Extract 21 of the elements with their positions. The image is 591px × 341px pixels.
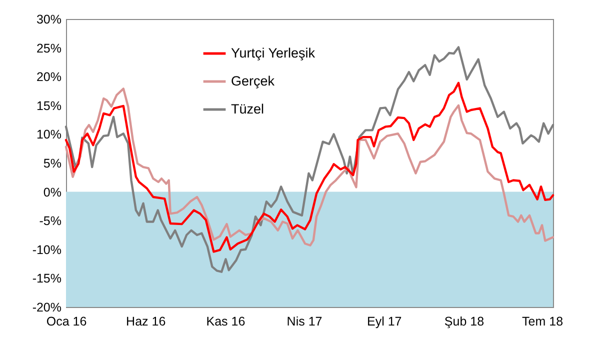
y-tick-label: -15% [32, 272, 62, 286]
legend-label: Yurtçi Yerleşik [231, 46, 316, 60]
y-tick-label: 0% [43, 185, 62, 200]
y-tick-label: -10% [32, 242, 62, 257]
y-tick-label: -20% [32, 300, 62, 314]
y-tick-label: 15% [36, 98, 62, 113]
x-tick-label: Haz 16 [126, 314, 166, 328]
y-tick-label: 30% [36, 12, 62, 26]
y-tick-label: 10% [36, 128, 62, 142]
y-tick-label: -5% [39, 214, 62, 228]
x-tick-label: Eyl 17 [367, 314, 402, 328]
legend-label: Tüzel [231, 102, 264, 116]
x-tick-label: Kas 16 [206, 314, 246, 328]
y-tick-label: 5% [43, 156, 62, 170]
x-tick-label: Oca 16 [46, 314, 87, 328]
x-tick-label: Nis 17 [286, 314, 322, 328]
x-tick-label: Şub 18 [444, 314, 484, 328]
y-tick-label: 20% [36, 70, 62, 84]
x-tick-label: Tem 18 [522, 314, 564, 328]
legend-label: Gerçek [231, 74, 275, 88]
y-tick-label: 25% [36, 41, 62, 56]
